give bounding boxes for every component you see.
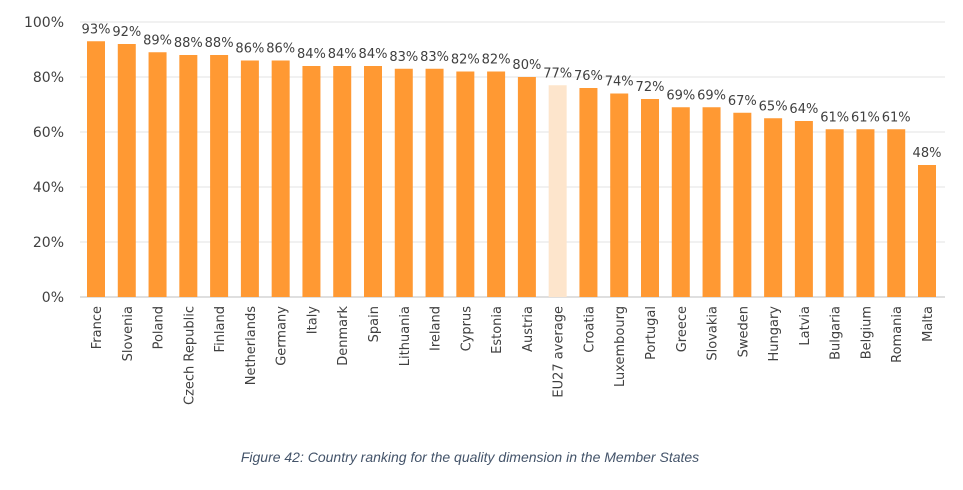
x-tick-label: Netherlands [244,306,259,385]
x-tick-label: Portugal [644,306,659,360]
x-tick-label: Czech Republic [182,306,197,405]
bar [825,129,844,297]
data-label: 86% [235,42,264,57]
data-label: 65% [759,99,788,114]
data-label: 61% [851,110,880,125]
data-label: 88% [174,36,203,51]
x-tick-label: Germany [275,306,290,366]
bar [240,60,259,297]
data-label: 69% [666,88,695,103]
bar [179,55,198,297]
x-tick-label: Belgium [859,306,874,359]
data-label: 82% [482,53,511,68]
bar [610,93,629,297]
x-tick-label: Bulgaria [829,306,844,360]
x-tick-label: Croatia [582,306,597,353]
bar [918,165,936,297]
data-label: 64% [789,102,818,117]
y-tick-label: 40% [33,180,64,196]
bar [425,68,444,297]
data-label: 48% [913,146,942,161]
bar [271,60,290,297]
data-label: 86% [266,42,295,57]
data-label: 84% [328,47,357,62]
x-tick-label: Cyprus [459,306,474,352]
data-label: 88% [205,36,234,51]
bar [364,66,382,297]
bar [794,121,813,297]
data-label: 83% [420,50,449,65]
x-tick-label: Poland [152,306,167,349]
bar [641,99,659,297]
x-tick-label: Finland [213,306,228,352]
bar [487,71,506,297]
y-tick-label: 60% [33,125,64,141]
x-tick-label: Latvia [798,306,813,346]
x-tick-label: Spain [367,306,382,342]
x-tick-label: Estonia [490,306,505,354]
bar [87,41,105,297]
figure-caption: Figure 42: Country ranking for the quali… [240,449,700,465]
bar [579,88,598,297]
data-label: 61% [820,110,849,125]
bar [764,118,783,297]
x-tick-label: Luxembourg [613,306,628,387]
data-label: 82% [451,53,480,68]
y-tick-label: 20% [33,235,64,251]
bar [548,85,567,297]
x-tick-label: Slovenia [121,306,136,361]
data-label: 92% [112,25,141,40]
x-tick-label: Denmark [336,306,351,366]
x-tick-label: Greece [675,306,690,352]
bar [856,129,875,297]
y-tick-label: 100% [24,15,64,31]
y-tick-label: 0% [42,290,64,306]
bar [456,71,475,297]
bar [733,112,752,297]
data-label: 84% [297,47,326,62]
data-label: 76% [574,69,603,84]
x-tick-label: Slovakia [706,306,721,361]
data-label: 69% [697,88,726,103]
x-tick-label: Malta [921,306,936,342]
data-label: 89% [143,33,172,48]
data-label: 77% [543,66,572,81]
bar-chart: 0% 20% 40% 60% 80% 100% 93% France 92% Slovenia 89… [24,15,945,405]
x-tick-label: France [90,306,105,349]
data-label: 61% [882,110,911,125]
bar [117,44,136,297]
data-label: 80% [512,58,541,73]
x-tick-label: Austria [521,306,536,352]
data-label: 83% [389,50,418,65]
x-tick-label: Romania [890,306,905,363]
data-label: 67% [728,94,757,109]
x-tick-label: Hungary [767,306,782,362]
x-tick-label: Lithuania [398,306,413,366]
data-label: 72% [636,80,665,95]
bar [148,52,167,297]
y-tick-label: 80% [33,70,64,86]
bar [333,66,352,297]
bar [210,55,229,297]
bar [517,77,536,297]
data-label: 84% [359,47,388,62]
x-tick-label: EU27 average [552,306,567,398]
bar [394,68,413,297]
x-tick-label: Ireland [429,306,444,351]
bar [671,107,690,297]
data-label: 93% [82,22,111,37]
x-tick-label: Sweden [736,306,751,357]
data-label: 74% [605,75,634,90]
bar [887,129,906,297]
bar [302,66,321,297]
bar [702,107,721,297]
x-tick-label: Italy [305,306,320,335]
